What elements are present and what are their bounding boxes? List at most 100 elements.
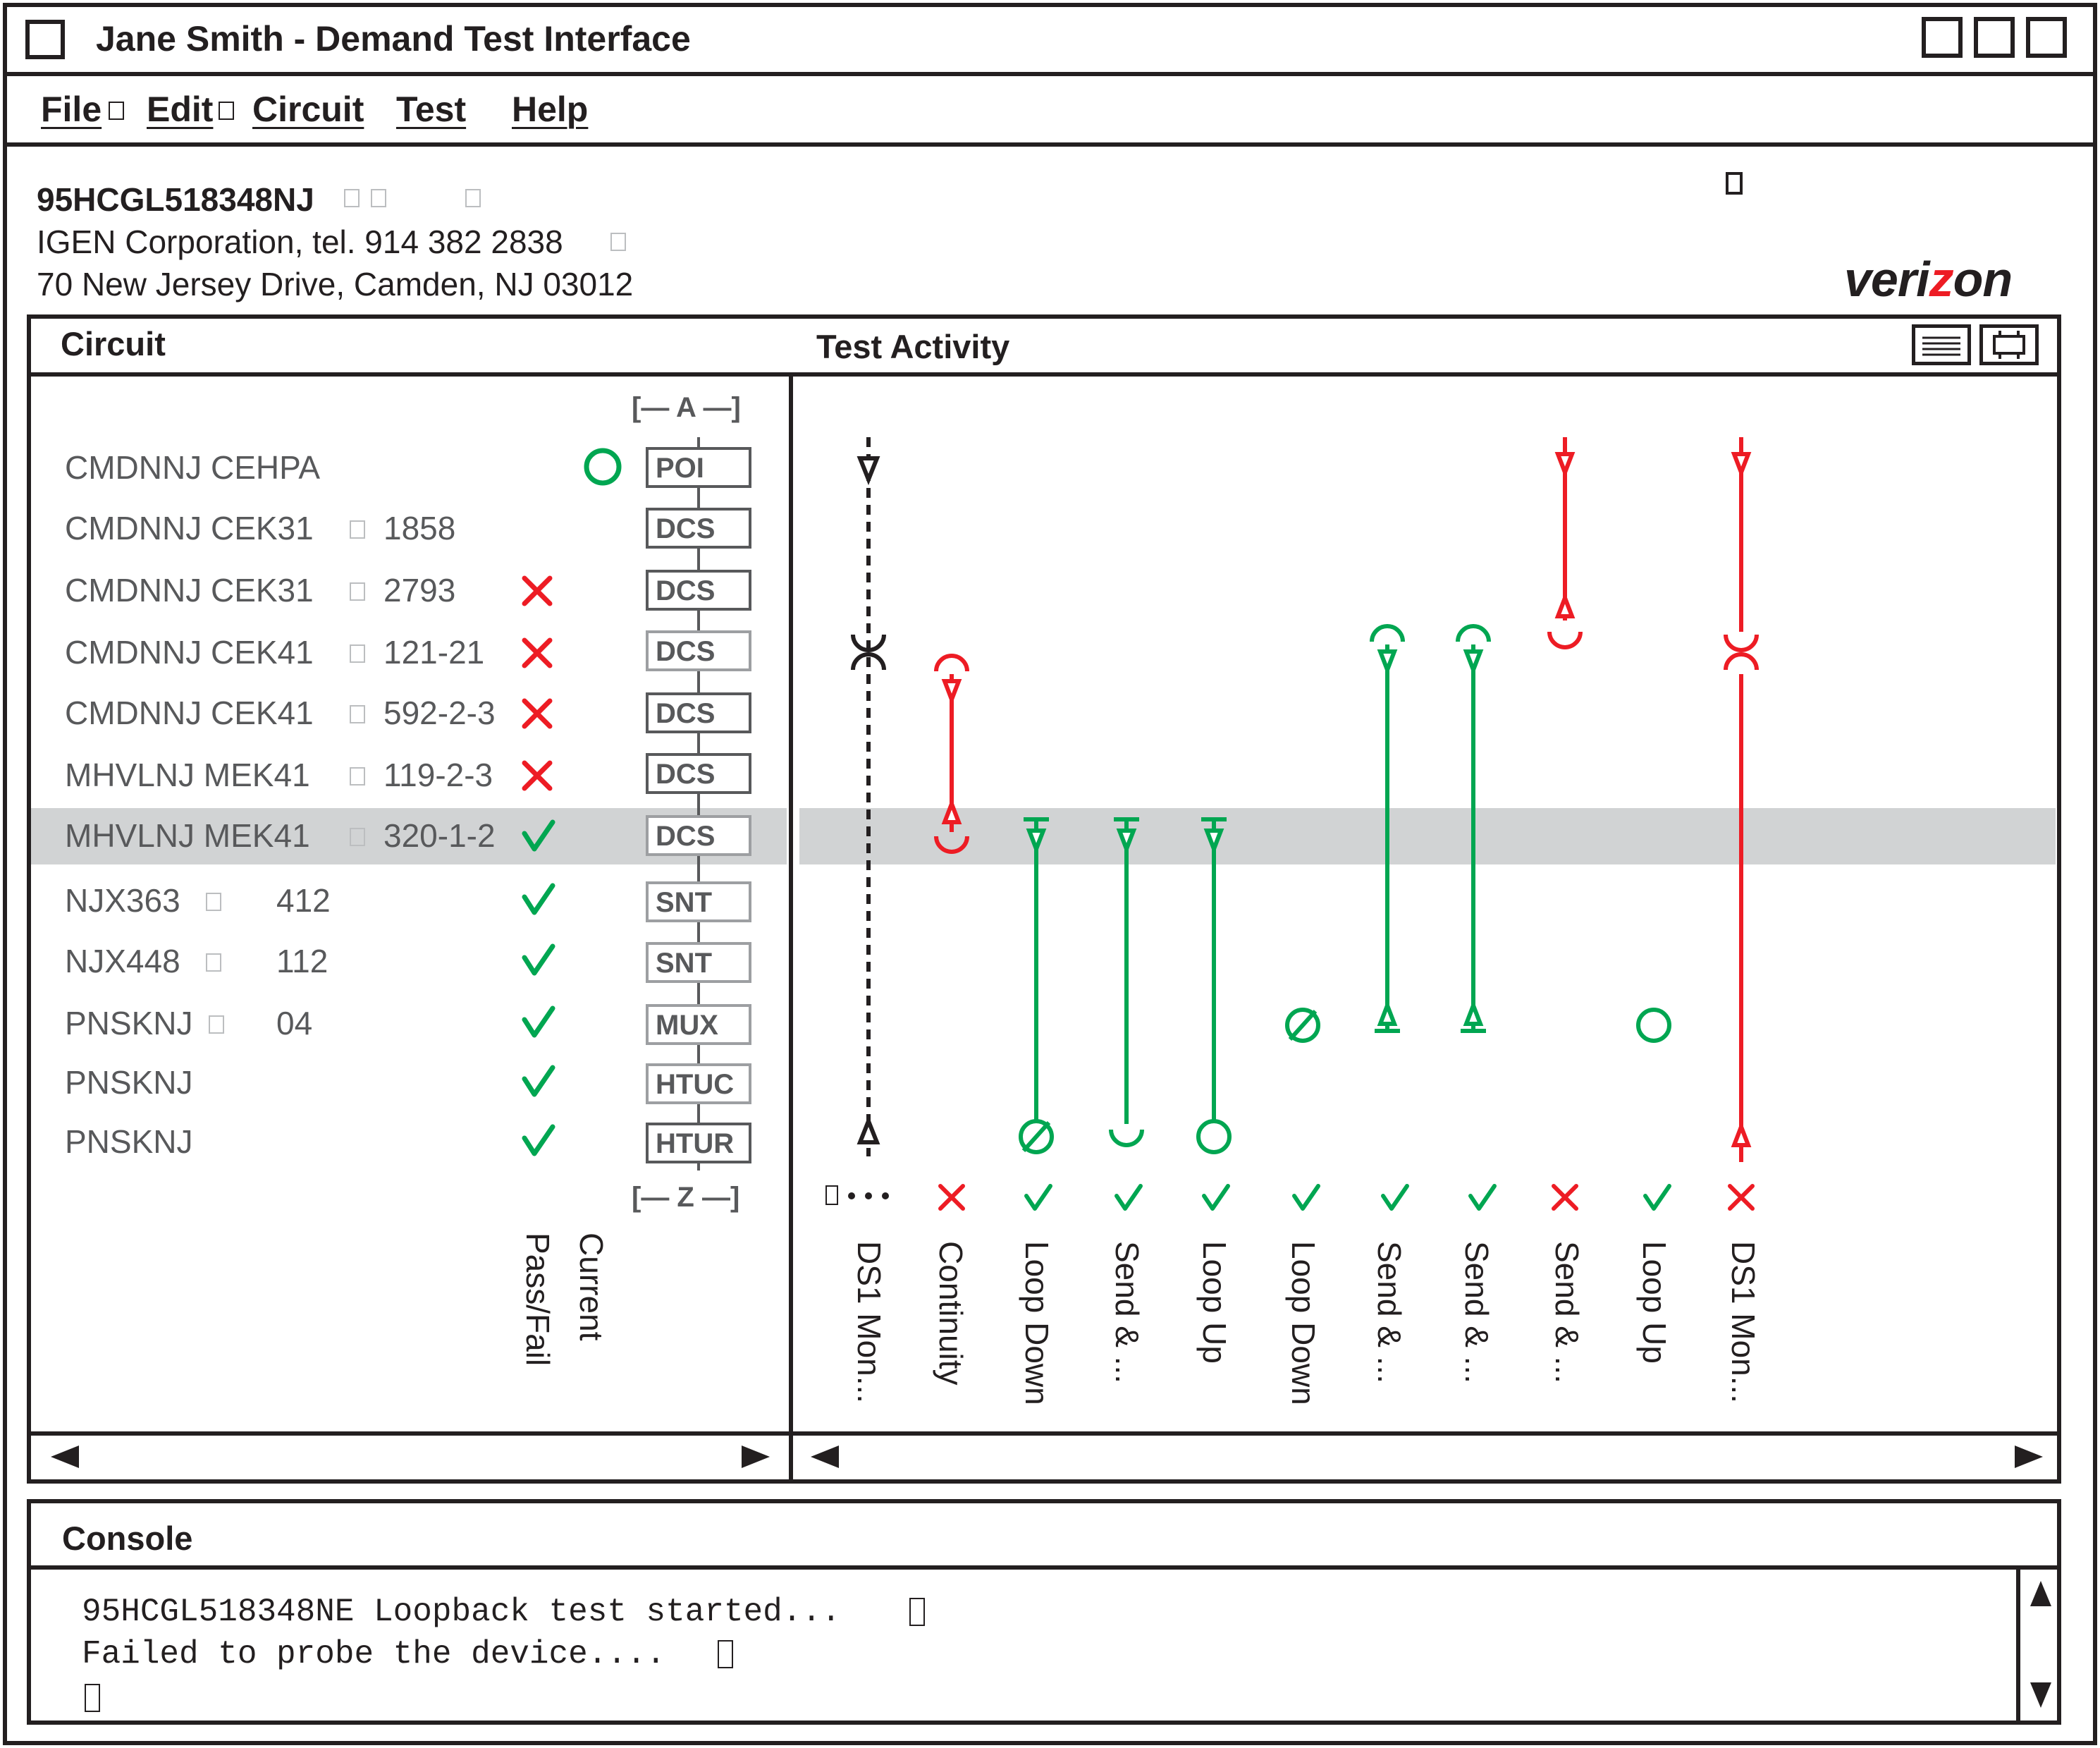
header-small-box	[1726, 172, 1743, 195]
placeholder-box	[610, 233, 626, 251]
device-box-dcs[interactable]: DCS	[646, 815, 751, 856]
console-scrollbar[interactable]	[2016, 1570, 2020, 1721]
list-view-icon[interactable]	[1912, 324, 1971, 365]
circuit-row-num: 412	[276, 882, 331, 919]
circuit-row-num: 112	[276, 943, 328, 979]
test-label[interactable]: DS1 Mon...	[851, 1241, 888, 1404]
circuit-row-name[interactable]: NJX448	[65, 943, 180, 979]
test-label[interactable]: Send & ...	[1549, 1241, 1585, 1384]
running-dots-icon	[848, 1192, 889, 1199]
circuit-row-num: 592-2-3	[383, 695, 496, 731]
circuit-row-name[interactable]: PNSKNJ	[65, 1005, 193, 1041]
device-box-dcs[interactable]: DCS	[646, 753, 751, 794]
minimize-button[interactable]	[1922, 17, 1963, 58]
test-pass-check-icon	[1381, 1184, 1409, 1211]
test-label[interactable]: Send & ...	[1109, 1241, 1146, 1384]
loop-up-trace	[1196, 817, 1232, 1154]
loop-down-trace	[1019, 817, 1054, 1154]
scrollbar-divider	[27, 1431, 2061, 1436]
device-box-poi[interactable]: POI	[646, 447, 751, 488]
device-box-dcs[interactable]: DCS	[646, 692, 751, 733]
device-box-mux[interactable]: MUX	[646, 1004, 751, 1045]
menu-edit[interactable]: Edit	[147, 90, 214, 129]
loop-up-current-icon	[1636, 1008, 1671, 1043]
circuit-row-name[interactable]: NJX363	[65, 882, 180, 919]
test-scroll-right-icon	[2015, 1446, 2043, 1468]
device-box-dcs[interactable]: DCS	[646, 630, 751, 671]
circuit-row-name[interactable]: PNSKNJ	[65, 1064, 193, 1101]
diagram-svg	[1993, 331, 2025, 359]
placeholder-box	[344, 189, 360, 207]
console-line: 95HCGL518348NE Loopback test started...	[82, 1594, 841, 1630]
panel-header-divider	[27, 372, 2061, 377]
test-pass-check-icon	[1202, 1184, 1230, 1211]
close-button[interactable]	[2026, 17, 2067, 58]
circuit-row-name[interactable]: CMDNNJ CEK31	[65, 510, 314, 546]
device-box-dcs[interactable]: DCS	[646, 570, 751, 611]
device-box-htuc[interactable]: HTUC	[646, 1063, 751, 1104]
test-label[interactable]: Loop Up	[1196, 1241, 1233, 1364]
separator-box	[350, 705, 365, 723]
circuit-row-name[interactable]: CMDNNJ CEK31	[65, 572, 314, 609]
circuit-row-name[interactable]: PNSKNJ	[65, 1123, 193, 1160]
test-pass-check-icon	[1468, 1184, 1497, 1211]
console-line: Failed to probe the device....	[82, 1636, 666, 1673]
separator-box	[209, 1015, 224, 1034]
pass-check-icon	[522, 1065, 555, 1097]
test-scroll-left-icon	[811, 1446, 839, 1468]
window-menu-box[interactable]	[25, 20, 65, 59]
circuit-status-layer	[522, 437, 700, 1171]
circuit-row-num: 121-21	[383, 634, 485, 671]
console-title: Console	[62, 1520, 193, 1557]
test-label[interactable]: Continuity	[933, 1241, 969, 1386]
test-label[interactable]: Loop Up	[1636, 1241, 1673, 1364]
passfail-column-label: Pass/Fail	[520, 1233, 556, 1367]
test-label[interactable]: Loop Down	[1285, 1241, 1322, 1405]
separator-box	[350, 644, 365, 663]
cursor-box	[718, 1640, 733, 1668]
circuit-row-num: 119-2-3	[383, 757, 493, 793]
placeholder-box	[371, 189, 386, 207]
circuit-row-name[interactable]: MHVLNJ MEK41	[65, 757, 310, 793]
circuit-row-name[interactable]: CMDNNJ CEHPA	[65, 449, 321, 486]
separator-box	[350, 767, 365, 786]
device-box-snt[interactable]: SNT	[646, 881, 751, 922]
pass-check-icon	[522, 1124, 555, 1156]
circuit-row-num: 04	[276, 1005, 313, 1041]
menu-help[interactable]: Help	[512, 90, 589, 129]
menu-circuit[interactable]: Circuit	[252, 90, 364, 129]
circuit-scrollbar[interactable]	[31, 1438, 789, 1481]
pass-check-icon	[522, 819, 555, 852]
list-lines-svg	[1922, 336, 1960, 356]
test-label[interactable]: Send & ...	[1459, 1241, 1495, 1384]
circuit-row-name[interactable]: CMDNNJ CEK41	[65, 695, 314, 731]
menu-test[interactable]: Test	[396, 90, 467, 129]
logo-text: on	[1953, 252, 2013, 307]
separator-box	[206, 953, 221, 972]
test-scrollbar[interactable]	[793, 1438, 2057, 1481]
z-end-label: [— Z —]	[632, 1182, 740, 1213]
fail-x-icon	[522, 637, 553, 668]
device-box-dcs[interactable]: DCS	[646, 508, 751, 549]
loop-down-null-icon	[1285, 1008, 1320, 1043]
test-label[interactable]: Send & ...	[1371, 1241, 1408, 1384]
test-label[interactable]: Loop Down	[1019, 1241, 1055, 1405]
device-box-snt[interactable]: SNT	[646, 942, 751, 983]
fail-x-icon	[522, 575, 553, 606]
current-column-label: Current	[573, 1233, 610, 1341]
maximize-button[interactable]	[1974, 17, 2015, 58]
circuit-row-name[interactable]: CMDNNJ CEK41	[65, 634, 314, 671]
menu-separator-box	[109, 102, 124, 120]
menu-file[interactable]: File	[41, 90, 102, 129]
device-box-htur[interactable]: HTUR	[646, 1123, 751, 1163]
test-label[interactable]: DS1 Mon...	[1725, 1241, 1762, 1404]
selected-test-highlight	[799, 808, 2056, 864]
circuit-id: 95HCGL518348NJ	[37, 181, 314, 218]
current-indicator-icon	[584, 448, 622, 486]
continuity-trace	[934, 654, 969, 854]
circuit-row-name-selected[interactable]: MHVLNJ MEK41	[65, 817, 310, 854]
console-scroll-arrows	[2030, 1581, 2051, 1708]
menu-divider	[3, 142, 2097, 147]
diagram-view-icon[interactable]	[1979, 324, 2039, 365]
separator-box	[206, 893, 221, 911]
